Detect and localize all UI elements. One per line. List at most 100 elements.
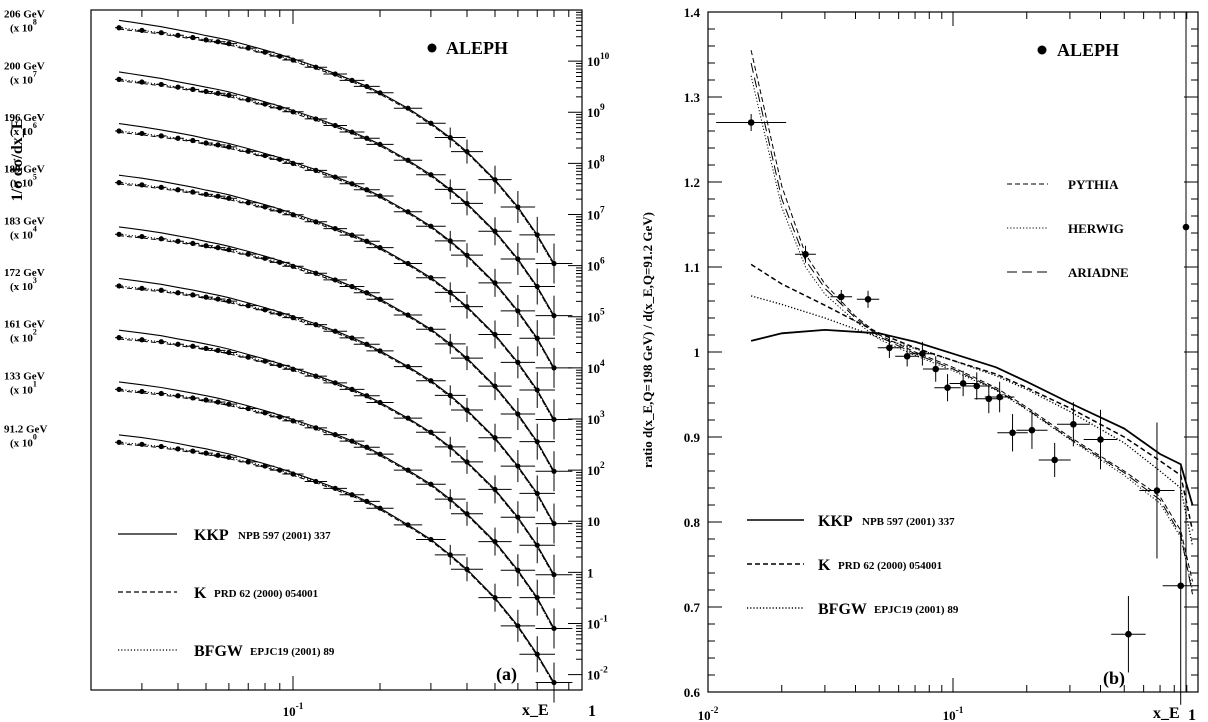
data-point (332, 122, 338, 129)
data-point (349, 492, 355, 498)
data-point (290, 418, 296, 424)
data-point (190, 292, 196, 298)
data-point (464, 407, 470, 413)
data-point (492, 595, 498, 601)
right-tick-label: 10 (587, 514, 600, 529)
data-point (919, 350, 926, 358)
data-point (203, 37, 209, 43)
data-point (551, 679, 557, 686)
data-point (215, 399, 221, 405)
data-point (215, 193, 221, 199)
data-point (1182, 223, 1190, 231)
herwig-curve (750, 75, 1193, 591)
data-point (139, 27, 145, 33)
data-point (262, 307, 268, 313)
data-point (747, 119, 755, 126)
data-point (534, 232, 540, 238)
data-point (139, 285, 145, 291)
data-point (534, 542, 540, 548)
data-point (349, 77, 355, 83)
data-point (515, 256, 521, 262)
data-point (1153, 487, 1161, 494)
scale-label: (x 106 (10, 121, 37, 138)
scale-label: (x 103 (10, 276, 37, 293)
legend-name: K (194, 585, 207, 602)
data-point (515, 567, 521, 573)
data-point (492, 331, 498, 338)
data-point (428, 223, 434, 229)
data-point (277, 208, 283, 214)
data-point (262, 463, 268, 469)
data-point (332, 71, 338, 77)
data-point (190, 395, 196, 401)
legend-name: K (818, 557, 831, 574)
legend-ref: NPB 597 (2001) 337 (862, 516, 955, 528)
data-point (349, 129, 355, 135)
data-point (515, 204, 521, 210)
data-point (158, 287, 164, 293)
bfgw-curve (118, 441, 555, 685)
data-point (158, 236, 164, 242)
data-point (290, 263, 296, 269)
data-point (290, 212, 296, 218)
data-point (864, 296, 872, 303)
right-tick-label: 106 (587, 257, 605, 274)
data-point (534, 651, 540, 657)
energy-label: 91.2 GeV (4, 423, 47, 435)
data-point (534, 387, 540, 393)
data-point (551, 468, 557, 474)
data-point (492, 177, 498, 183)
data-point (290, 471, 296, 477)
data-point (973, 382, 981, 390)
right-tick-label: 107 (587, 205, 605, 222)
legend-ref: EPJC19 (2001) 89 (874, 604, 959, 616)
data-point (203, 397, 209, 403)
data-point (377, 193, 383, 199)
data-point (349, 335, 355, 341)
data-point (290, 57, 296, 63)
legend-ref: PRD 62 (2000) 054001 (838, 560, 942, 572)
data-point (226, 298, 232, 304)
data-point (428, 275, 434, 281)
right-tick-label: 105 (587, 308, 605, 325)
scale-label: (x 101 (10, 379, 37, 396)
data-point (203, 88, 209, 95)
data-point (245, 97, 251, 103)
data-point (903, 352, 911, 360)
data-point (944, 384, 951, 392)
data-point (290, 160, 296, 166)
data-point (245, 354, 251, 360)
data-point (116, 283, 122, 289)
data-point (175, 446, 181, 452)
x-tick-label: 10-1 (943, 706, 964, 722)
pythia-curve (750, 50, 1193, 582)
data-point (262, 49, 268, 55)
energy-label: 183 GeV (4, 215, 45, 227)
data-point (428, 481, 434, 487)
data-point (428, 120, 434, 126)
right-tick-label: 102 (587, 461, 605, 478)
data-point (364, 187, 370, 193)
y-tick-label: 0.7 (684, 600, 701, 615)
data-point (175, 135, 181, 141)
y-tick-label: 1.3 (684, 90, 701, 105)
data-point (364, 393, 370, 399)
data-point (158, 30, 164, 36)
data-point (492, 228, 498, 234)
data-point (158, 339, 164, 345)
data-point (290, 315, 296, 321)
data-point (377, 245, 383, 251)
data-point (464, 566, 470, 572)
right-tick-label: 103 (587, 410, 605, 427)
data-point (447, 186, 453, 192)
data-point (405, 260, 411, 267)
data-point (313, 219, 319, 225)
data-point (492, 538, 498, 545)
data-point (277, 467, 283, 473)
right-tick-label: 1010 (587, 52, 610, 69)
data-point (534, 439, 540, 445)
